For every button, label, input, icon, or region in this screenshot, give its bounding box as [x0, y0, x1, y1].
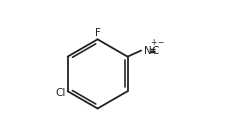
Text: −: −: [157, 38, 164, 47]
Text: C: C: [152, 45, 159, 55]
Text: F: F: [95, 28, 101, 38]
Text: +: +: [151, 38, 157, 47]
Text: Cl: Cl: [55, 88, 66, 98]
Text: N: N: [144, 45, 152, 55]
